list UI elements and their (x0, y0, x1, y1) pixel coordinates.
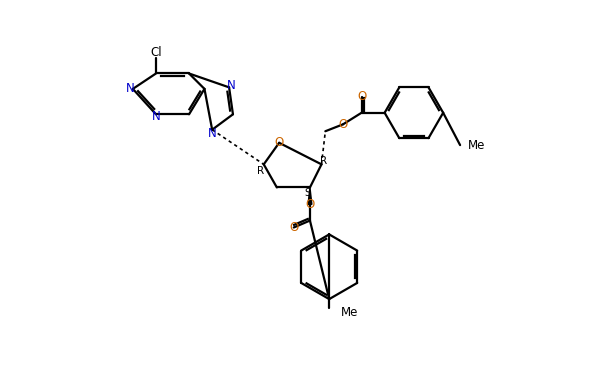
Text: N: N (227, 78, 236, 92)
Polygon shape (308, 188, 312, 204)
Text: R: R (320, 156, 327, 165)
Text: Me: Me (341, 306, 358, 320)
Text: N: N (126, 82, 135, 95)
Text: S: S (305, 188, 311, 198)
Text: R: R (257, 165, 264, 176)
Text: O: O (339, 118, 348, 131)
Text: O: O (305, 198, 315, 211)
Text: O: O (357, 90, 366, 103)
Text: O: O (289, 221, 299, 234)
Text: O: O (274, 136, 284, 149)
Text: N: N (151, 110, 160, 123)
Text: Me: Me (468, 139, 485, 152)
Text: N: N (208, 127, 217, 140)
Text: Cl: Cl (150, 46, 162, 59)
